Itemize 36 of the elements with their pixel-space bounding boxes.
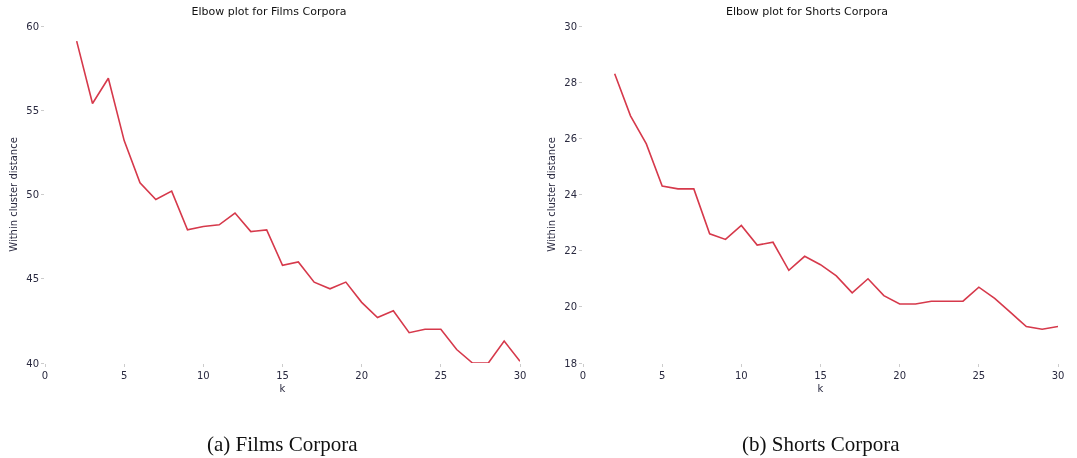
y-tick-label: 24 — [564, 189, 577, 200]
y-tick-label: 40 — [26, 357, 39, 369]
y-tick-label: 26 — [564, 132, 577, 144]
x-tick-label: 0 — [579, 370, 587, 381]
x-tick-label: 0 — [41, 370, 49, 381]
x-tick-label: 30 — [513, 370, 527, 381]
text: (b) Shorts Corpora — [742, 432, 901, 456]
x-tick-label: 15 — [276, 370, 289, 381]
x-tick-label: 15 — [814, 370, 827, 381]
y-tick-label: 55 — [26, 104, 39, 116]
x-tick-label: 10 — [734, 370, 748, 381]
y-tick-label: 30 — [564, 20, 577, 32]
y-tick-label: 20 — [564, 301, 577, 313]
x-tick-label: 25 — [434, 370, 448, 381]
y-axis-title: Within cluster distance — [8, 137, 20, 252]
x-axis-title: k — [279, 382, 286, 394]
line-series — [75, 40, 520, 363]
x-tick-label: 5 — [120, 370, 128, 381]
x-tick-label: 20 — [355, 370, 369, 381]
chart-title: Elbow plot for Films Corpora — [191, 4, 347, 18]
x-tick-label: 25 — [972, 370, 986, 381]
x-axis-title: k — [817, 382, 824, 394]
x-tick-label: 30 — [1051, 370, 1065, 381]
x-tick-label: 5 — [658, 370, 666, 381]
y-tick-label: 18 — [564, 357, 577, 369]
line-series — [613, 72, 1058, 331]
y-tick-label: 50 — [26, 189, 39, 200]
y-tick-label: 22 — [564, 245, 577, 257]
y-tick-label: 60 — [26, 20, 39, 32]
x-tick-label: 10 — [196, 370, 210, 381]
y-axis-title: Within cluster distance — [546, 137, 558, 252]
text: (a) Films Corpora — [207, 432, 359, 456]
x-tick-label: 20 — [893, 370, 907, 381]
y-tick-label: 28 — [564, 76, 577, 88]
chart-title: Elbow plot for Shorts Corpora — [725, 4, 889, 18]
y-tick-label: 45 — [26, 273, 39, 285]
